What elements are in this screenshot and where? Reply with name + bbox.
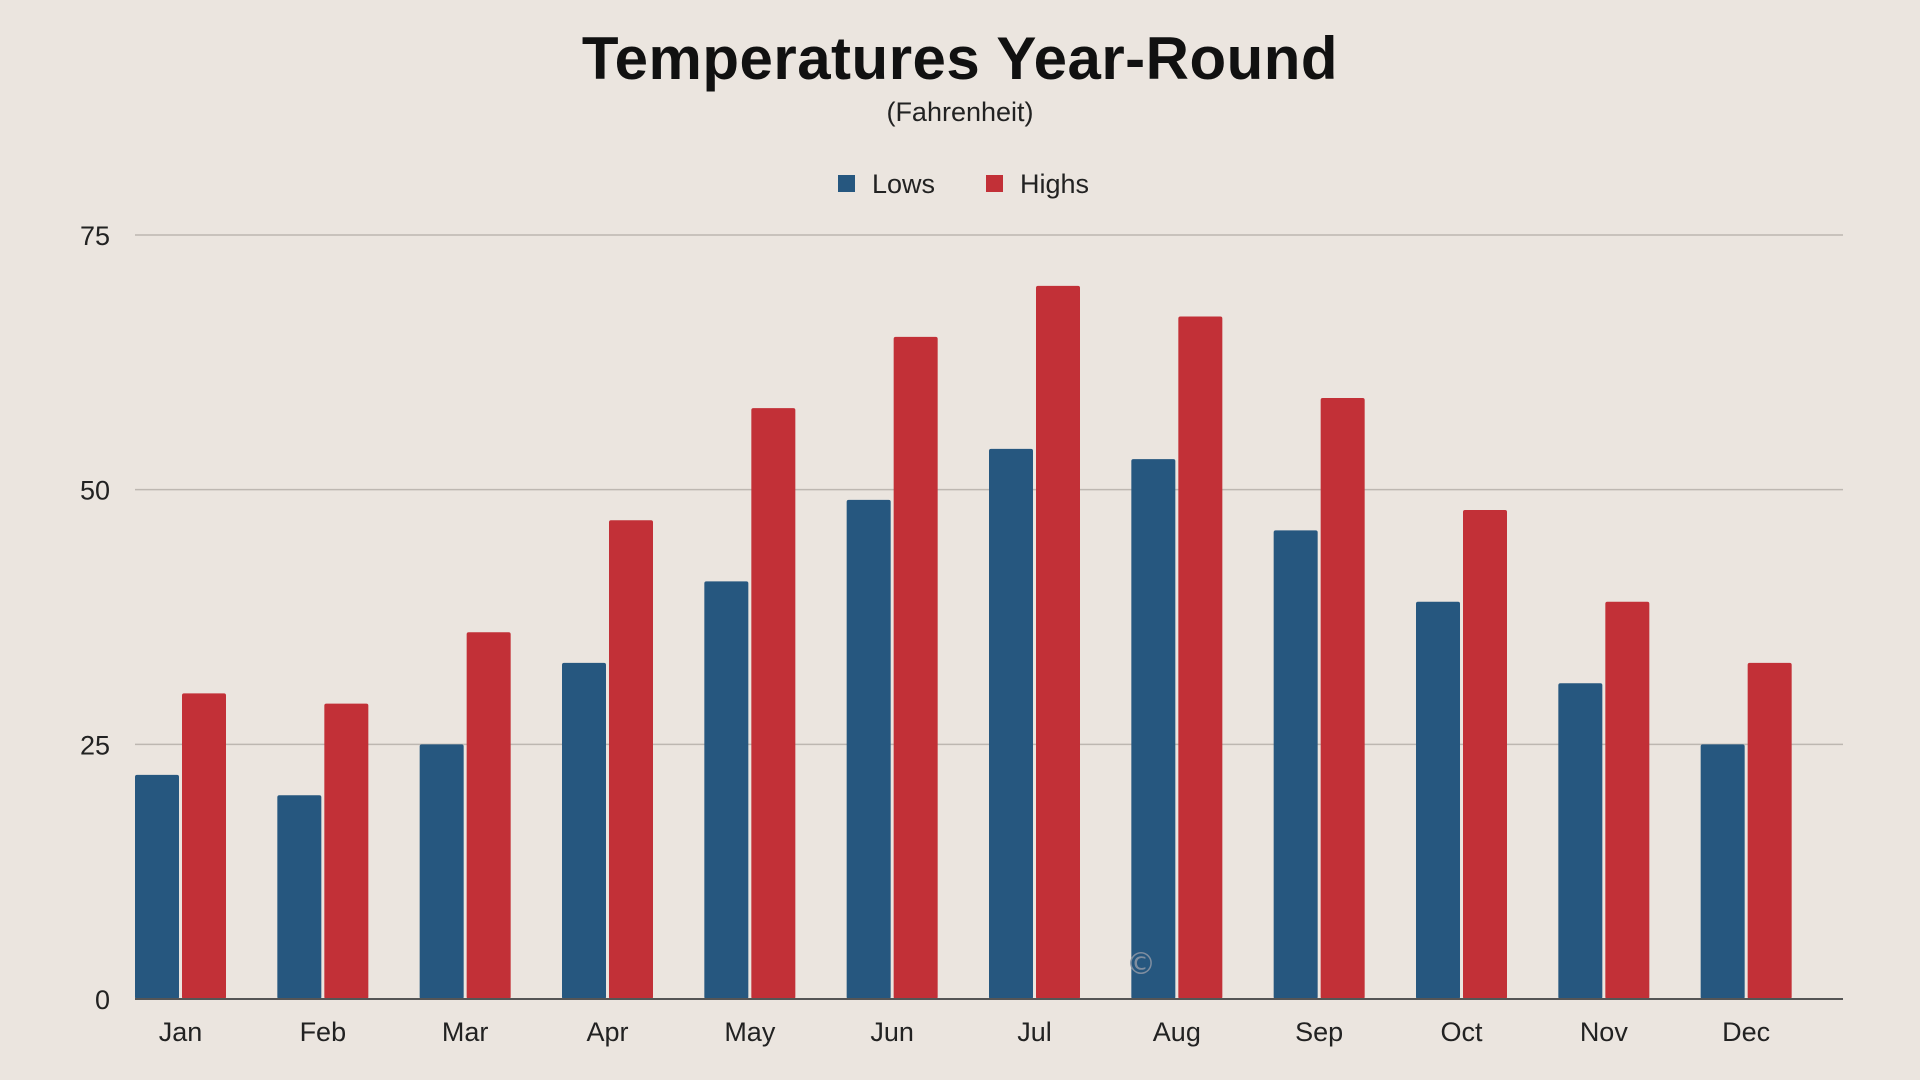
bar-highs-sep: [1320, 397, 1365, 999]
x-tick-label-apr: Apr: [586, 1017, 628, 1047]
legend-swatch-lows: [838, 175, 855, 192]
bar-highs-aug: [1178, 316, 1223, 999]
x-tick-label-aug: Aug: [1153, 1017, 1201, 1047]
x-tick-label-dec: Dec: [1722, 1017, 1770, 1047]
x-tick-label-mar: Mar: [442, 1017, 489, 1047]
bar-lows-nov: [1558, 683, 1603, 999]
bar-lows-aug: [1131, 459, 1176, 999]
x-tick-label-jun: Jun: [870, 1017, 914, 1047]
x-tick-label-sep: Sep: [1295, 1017, 1343, 1047]
legend-swatch-highs: [986, 175, 1003, 192]
bar-highs-feb: [324, 703, 369, 999]
x-tick-label-oct: Oct: [1440, 1017, 1483, 1047]
bar-highs-apr: [609, 520, 653, 999]
bar-lows-mar: [419, 744, 464, 999]
bar-highs-jan: [182, 693, 226, 999]
x-tick-label-may: May: [724, 1017, 776, 1047]
x-tick-label-feb: Feb: [300, 1017, 347, 1047]
bar-highs-dec: [1747, 662, 1792, 999]
bar-highs-may: [751, 408, 796, 999]
y-tick-label-75: 75: [80, 221, 110, 251]
y-tick-label-50: 50: [80, 476, 110, 506]
bar-lows-may: [704, 581, 749, 999]
chart-subtitle: (Fahrenheit): [886, 97, 1034, 127]
bar-lows-feb: [277, 795, 322, 999]
bar-highs-mar: [466, 632, 511, 999]
bar-highs-jun: [893, 336, 938, 999]
chart-title: Temperatures Year-Round: [581, 25, 1339, 92]
y-tick-label-25: 25: [80, 730, 110, 760]
bar-highs-oct: [1463, 510, 1507, 999]
x-tick-label-jan: Jan: [159, 1017, 203, 1047]
bar-lows-dec: [1700, 744, 1745, 999]
legend-label-highs: Highs: [1020, 169, 1089, 199]
watermark-copyright: ©: [1126, 947, 1156, 982]
bar-lows-oct: [1416, 601, 1460, 999]
bar-lows-jan: [135, 774, 179, 999]
x-tick-label-nov: Nov: [1580, 1017, 1629, 1047]
bar-lows-jun: [846, 499, 891, 999]
legend-label-lows: Lows: [872, 169, 935, 199]
bar-lows-jul: [989, 448, 1033, 999]
y-tick-label-0: 0: [95, 985, 110, 1015]
bar-lows-apr: [562, 662, 606, 999]
bar-lows-sep: [1273, 530, 1318, 999]
bar-highs-nov: [1605, 601, 1650, 999]
bar-highs-jul: [1036, 285, 1080, 999]
x-tick-label-jul: Jul: [1017, 1017, 1052, 1047]
